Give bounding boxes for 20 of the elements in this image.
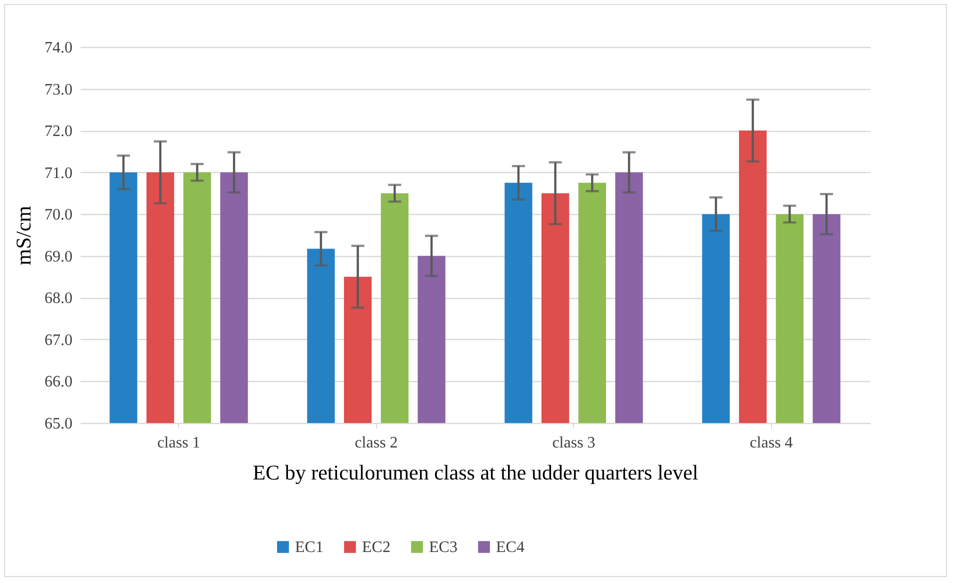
x-tick-label: class 2 <box>354 434 398 452</box>
y-tick-label: 68.0 <box>44 290 72 308</box>
y-tick-label: 70.0 <box>44 206 72 224</box>
x-tick-label: class 1 <box>157 434 200 452</box>
legend-label: EC3 <box>429 539 458 556</box>
y-tick-label: 66.0 <box>44 374 72 391</box>
legend-label: EC1 <box>295 539 324 556</box>
y-tick-label: 71.0 <box>44 164 72 182</box>
y-tick-label: 73.0 <box>44 81 72 98</box>
x-tick-label: class 3 <box>552 434 596 452</box>
y-tick-label: 69.0 <box>44 248 72 266</box>
y-tick-label: 72.0 <box>44 123 72 140</box>
legend-label: EC2 <box>362 539 390 556</box>
y-tick-label: 67.0 <box>44 332 72 349</box>
legend-label: EC4 <box>496 539 524 556</box>
x-axis-title: EC by reticulorumen class at the udder quarters level <box>252 460 698 484</box>
x-tick-label: class 4 <box>750 434 793 452</box>
y-tick-label: 65.0 <box>44 416 72 432</box>
y-axis-title: mS/cm <box>12 206 36 266</box>
y-tick-label: 74.0 <box>44 40 72 56</box>
